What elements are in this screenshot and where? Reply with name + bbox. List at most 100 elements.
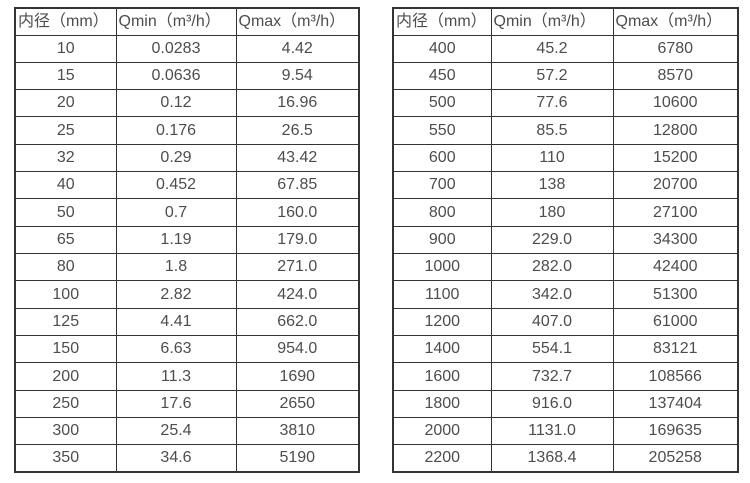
table-cell: 50 [14, 198, 117, 227]
table-cell: 43.42 [235, 143, 360, 173]
table-cell: 2200 [392, 444, 492, 473]
table-row: 1100 342.0 51300 [392, 280, 739, 309]
table-cell: 554.1 [490, 334, 614, 364]
table-cell: 5190 [235, 444, 360, 473]
table-cell: 150 [14, 334, 117, 364]
table-cell: 1200 [392, 307, 492, 336]
table-cell: 34300 [612, 225, 739, 255]
table-row: 20 0.12 16.96 [14, 89, 360, 118]
table-cell: 108566 [612, 362, 739, 391]
table-row: 900 229.0 34300 [392, 225, 739, 255]
header-row: 内径（mm） Qmin（m³/h） Qmax（m³/h） [14, 7, 360, 36]
table-cell: 700 [392, 171, 492, 200]
table-row: 250 17.6 2650 [14, 389, 360, 418]
table-cell: 1000 [392, 252, 492, 282]
flow-table-left: 内径（mm） Qmin（m³/h） Qmax（m³/h） 10 0.0283 4.4… [14, 7, 360, 473]
table-cell: 110 [490, 143, 614, 173]
table-cell: 2650 [235, 389, 360, 418]
table-cell: 1.19 [115, 225, 237, 255]
table-cell: 32 [14, 143, 117, 173]
table-cell: 77.6 [490, 89, 614, 118]
table-cell: 1368.4 [490, 444, 614, 473]
table-row: 1000 282.0 42400 [392, 252, 739, 282]
table-cell: 9.54 [235, 61, 360, 91]
table-cell: 80 [14, 252, 117, 282]
table-row: 50 0.7 160.0 [14, 198, 360, 227]
table-cell: 732.7 [490, 362, 614, 391]
table-cell: 550 [392, 116, 492, 145]
table-row: 65 1.19 179.0 [14, 225, 360, 255]
table-cell: 10600 [612, 89, 739, 118]
table-cell: 342.0 [490, 280, 614, 309]
table-cell: 1600 [392, 362, 492, 391]
table-row: 100 2.82 424.0 [14, 280, 360, 309]
table-cell: 450 [392, 61, 492, 91]
table-row: 800 180 27100 [392, 198, 739, 227]
table-cell: 500 [392, 89, 492, 118]
table-cell: 0.176 [115, 116, 237, 145]
table-cell: 16.96 [235, 89, 360, 118]
table-row: 125 4.41 662.0 [14, 307, 360, 336]
table-row: 700 138 20700 [392, 171, 739, 200]
table-cell: 6.63 [115, 334, 237, 364]
column-header-diameter: 内径（mm） [14, 7, 117, 36]
table-cell: 250 [14, 389, 117, 418]
table-row: 10 0.0283 4.42 [14, 34, 360, 63]
column-header-qmax: Qmax（m³/h） [235, 7, 360, 36]
table-cell: 57.2 [490, 61, 614, 91]
flow-rate-spec-tables: 内径（mm） Qmin（m³/h） Qmax（m³/h） 10 0.0283 4.4… [14, 7, 739, 473]
table-cell: 100 [14, 280, 117, 309]
table-cell: 954.0 [235, 334, 360, 364]
table-cell: 83121 [612, 334, 739, 364]
table-cell: 160.0 [235, 198, 360, 227]
table-cell: 169635 [612, 416, 739, 446]
table-cell: 67.85 [235, 171, 360, 200]
table-cell: 85.5 [490, 116, 614, 145]
table-cell: 34.6 [115, 444, 237, 473]
table-cell: 12800 [612, 116, 739, 145]
table-cell: 26.5 [235, 116, 360, 145]
table-cell: 2.82 [115, 280, 237, 309]
table-row: 500 77.6 10600 [392, 89, 739, 118]
table-cell: 65 [14, 225, 117, 255]
table-cell: 137404 [612, 389, 739, 418]
table-cell: 27100 [612, 198, 739, 227]
column-header-qmin: Qmin（m³/h） [115, 7, 237, 36]
table-cell: 282.0 [490, 252, 614, 282]
table-cell: 424.0 [235, 280, 360, 309]
table-cell: 25.4 [115, 416, 237, 446]
table-cell: 15 [14, 61, 117, 91]
table-cell: 179.0 [235, 225, 360, 255]
table-row: 450 57.2 8570 [392, 61, 739, 91]
table-cell: 900 [392, 225, 492, 255]
table-cell: 0.452 [115, 171, 237, 200]
table-cell: 662.0 [235, 307, 360, 336]
table-cell: 200 [14, 362, 117, 391]
column-header-qmin: Qmin（m³/h） [490, 7, 614, 36]
table-row: 1800 916.0 137404 [392, 389, 739, 418]
table-row: 2000 1131.0 169635 [392, 416, 739, 446]
table-row: 300 25.4 3810 [14, 416, 360, 446]
table-cell: 1131.0 [490, 416, 614, 446]
table-cell: 51300 [612, 280, 739, 309]
table-cell: 205258 [612, 444, 739, 473]
table-row: 80 1.8 271.0 [14, 252, 360, 282]
table-cell: 4.41 [115, 307, 237, 336]
table-body: 400 45.2 6780 450 57.2 8570 500 77.6 10600 550 85.… [392, 34, 739, 473]
table-cell: 800 [392, 198, 492, 227]
table-cell: 10 [14, 34, 117, 63]
table-cell: 229.0 [490, 225, 614, 255]
table-cell: 8570 [612, 61, 739, 91]
table-row: 600 110 15200 [392, 143, 739, 173]
table-cell: 1100 [392, 280, 492, 309]
table-cell: 138 [490, 171, 614, 200]
header-row: 内径（mm） Qmin（m³/h） Qmax（m³/h） [392, 7, 739, 36]
table-cell: 271.0 [235, 252, 360, 282]
table-cell: 11.3 [115, 362, 237, 391]
table-cell: 180 [490, 198, 614, 227]
table-cell: 42400 [612, 252, 739, 282]
table-cell: 17.6 [115, 389, 237, 418]
table-cell: 45.2 [490, 34, 614, 63]
table-cell: 407.0 [490, 307, 614, 336]
table-cell: 25 [14, 116, 117, 145]
